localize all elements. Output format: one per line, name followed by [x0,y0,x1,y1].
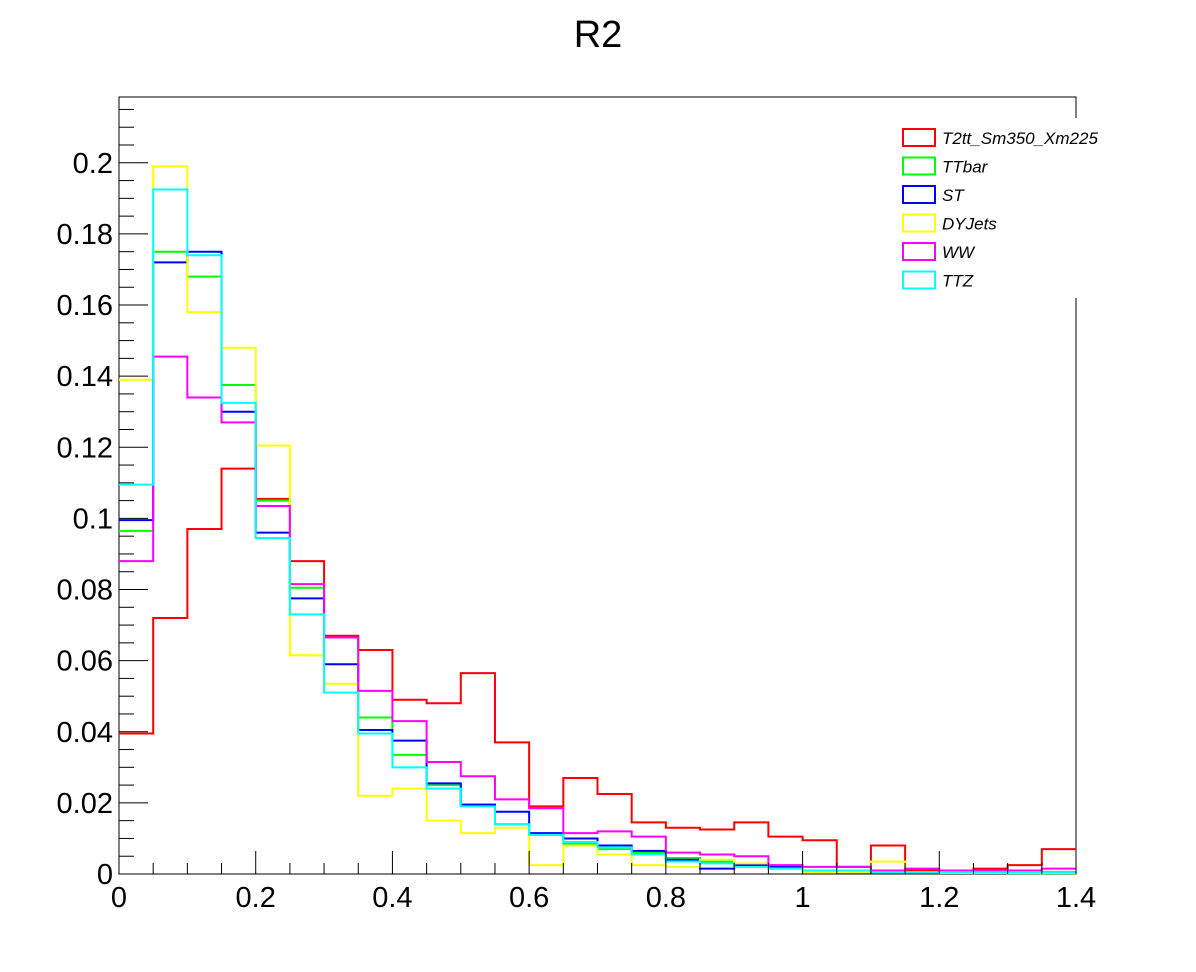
x-tick-label: 0.8 [646,882,686,914]
legend-label: WW [942,243,976,262]
y-tick-label: 0.12 [57,432,113,464]
x-tick-label: 1 [795,882,811,914]
x-tick-label: 1.4 [1056,882,1096,914]
x-tick-label: 1.2 [919,882,959,914]
y-tick-label: 0.18 [57,219,113,251]
legend: T2tt_Sm350_Xm225 TTbar ST DYJets WW TTZ [902,128,1098,291]
series-line-5 [119,188,1076,874]
chart-title: R2 [574,14,623,56]
legend-label: DYJets [942,215,997,234]
legend-label: TTbar [942,158,989,177]
legend-label: T2tt_Sm350_Xm225 [942,129,1098,148]
legend-swatch [902,156,936,176]
legend-swatch [902,213,936,233]
y-tick-label: 0.14 [57,361,113,393]
y-tick-label: 0.04 [57,717,113,749]
legend-swatch [902,270,936,290]
series-line-4 [119,355,1076,872]
legend-label: ST [942,186,965,205]
legend-swatch [902,128,936,147]
axes-layer: 0 0.2 0.4 0.6 0.8 1 1.2 1.4 0 0.02 0.04 0.06 0.08 0.1… [57,108,1096,914]
legend-box [896,118,1118,298]
x-tick-label: 0.6 [509,882,549,914]
y-tick-label: 0.1 [73,503,113,535]
y-tick-label: 0.02 [57,788,113,820]
y-tick-label: 0.06 [57,646,113,678]
legend-label: TTZ [942,272,974,291]
y-tick-label: 0.2 [73,148,113,180]
y-tick-label: 0.08 [57,575,113,607]
y-tick-label: 0.16 [57,290,113,322]
x-tick-label: 0.4 [372,882,412,914]
legend-swatch [902,185,936,204]
series-line-0 [119,467,1076,872]
legend-swatch [902,242,936,261]
x-tick-label: 0 [111,882,127,914]
y-tick-label: 0 [97,859,113,891]
x-tick-label: 0.2 [236,882,276,914]
